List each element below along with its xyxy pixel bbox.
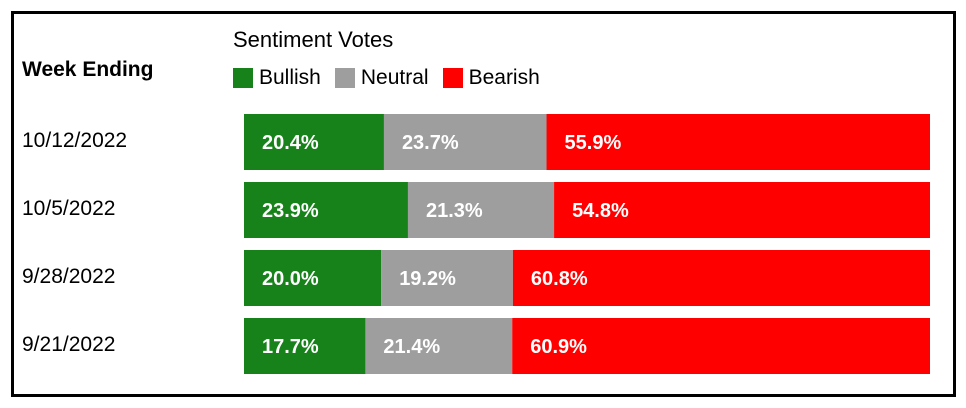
bar-label-neutral-3: 21.4% — [383, 336, 440, 358]
chart-title: Sentiment Votes — [233, 27, 394, 52]
legend-swatch-bullish — [233, 68, 253, 88]
bar-segment-neutral-2 — [381, 250, 513, 306]
legend-label-bearish: Bearish — [468, 66, 540, 89]
bar-segment-bullish-2 — [244, 250, 382, 306]
bar-segment-bullish-1 — [244, 182, 408, 238]
legend-swatch-bearish — [442, 68, 463, 88]
legend-item-neutral: Neutral — [334, 66, 429, 90]
bar-label-bullish-2: 20.0% — [262, 268, 319, 290]
bar-label-neutral-1: 21.3% — [426, 200, 483, 222]
bar-label-bullish-0: 20.4% — [262, 132, 319, 154]
bar-segment-bearish-2 — [512, 250, 930, 306]
bar-segment-bullish-3 — [244, 318, 366, 374]
bar-segment-bearish-1 — [554, 182, 930, 238]
bar-label-bearish-1: 54.8% — [572, 200, 629, 222]
legend-label-neutral: Neutral — [360, 66, 429, 89]
week-ending-header: Week Ending — [22, 58, 154, 81]
bar-label-bearish-2: 60.8% — [531, 268, 588, 290]
legend-item-bearish: Bearish — [442, 66, 540, 90]
legend-label-bullish: Bullish — [259, 66, 321, 89]
bar-label-bearish-0: 55.9% — [565, 132, 622, 154]
bar-segment-bearish-0 — [546, 114, 930, 170]
row-label-3: 9/21/2022 — [22, 333, 116, 356]
legend-swatch-neutral — [334, 68, 355, 88]
bar-label-bearish-3: 60.9% — [530, 336, 587, 358]
bar-label-bullish-1: 23.9% — [262, 200, 319, 222]
bar-segment-neutral-3 — [365, 318, 513, 374]
bar-segment-bullish-0 — [244, 114, 384, 170]
bar-segment-bearish-3 — [512, 318, 930, 374]
bar-segment-neutral-0 — [383, 114, 547, 170]
legend: Bullish Neutral Bearish — [233, 66, 554, 90]
bar-label-neutral-2: 19.2% — [399, 268, 456, 290]
row-label-1: 10/5/2022 — [22, 197, 116, 220]
legend-item-bullish: Bullish — [233, 66, 321, 90]
bar-label-neutral-0: 23.7% — [402, 132, 459, 154]
chart-frame — [11, 11, 956, 397]
row-label-0: 10/12/2022 — [22, 129, 128, 152]
bar-label-bullish-3: 17.7% — [262, 336, 319, 358]
bar-segment-neutral-1 — [407, 182, 555, 238]
row-label-2: 9/28/2022 — [22, 265, 116, 288]
